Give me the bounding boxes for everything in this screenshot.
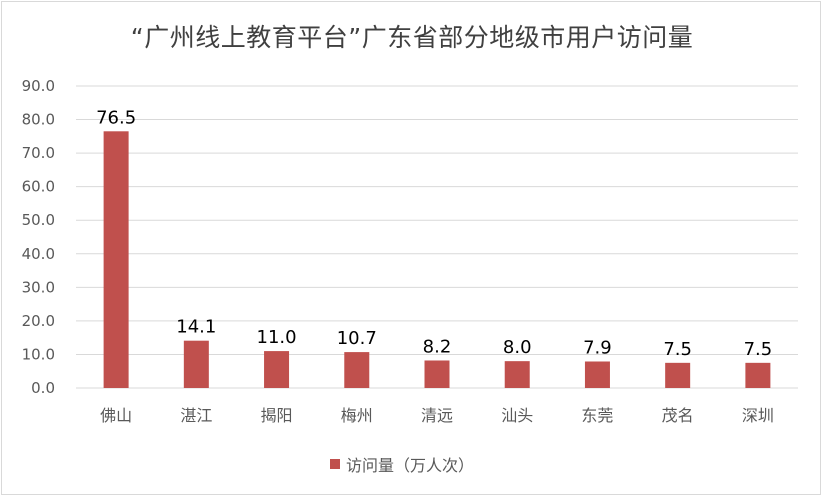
data-label: 76.5: [96, 107, 136, 128]
category-label: 东莞: [581, 406, 613, 425]
category-label: 深圳: [742, 406, 774, 425]
category-label: 清远: [421, 406, 453, 425]
category-label: 佛山: [100, 406, 132, 425]
legend-swatch: [330, 459, 340, 469]
chart-title: “广州线上教育平台”广东省部分地级市用户访问量: [130, 23, 694, 52]
bar: [504, 361, 530, 388]
data-label: 8.2: [423, 336, 452, 357]
data-label: 10.7: [337, 328, 377, 349]
y-tick-label: 80.0: [22, 111, 55, 129]
data-label: 7.9: [583, 337, 612, 358]
bar: [424, 360, 450, 388]
y-tick-label: 50.0: [22, 211, 55, 229]
category-label: 揭阳: [261, 406, 293, 425]
legend: 访问量（万人次）: [330, 452, 474, 476]
bar: [584, 361, 610, 388]
data-label: 8.0: [503, 337, 532, 358]
bar: [665, 362, 691, 388]
y-tick-label: 0.0: [31, 379, 55, 397]
category-label: 湛江: [180, 406, 212, 425]
category-label: 茂名: [662, 406, 694, 425]
legend-label: 访问量（万人次）: [346, 456, 475, 475]
bar: [103, 131, 129, 389]
bar: [183, 340, 209, 388]
category-label: 汕头: [501, 406, 533, 425]
data-label: 7.5: [663, 339, 692, 360]
y-tick-label: 40.0: [22, 245, 55, 263]
y-tick-label: 30.0: [22, 278, 55, 296]
data-label: 14.1: [176, 317, 216, 338]
bar: [745, 362, 771, 388]
data-label: 7.5: [744, 339, 773, 360]
y-tick-label: 70.0: [22, 144, 55, 162]
y-tick-label: 20.0: [22, 312, 55, 330]
bar: [344, 352, 370, 388]
bar: [264, 351, 290, 388]
data-label: 11.0: [257, 327, 297, 348]
y-tick-label: 10.0: [22, 345, 55, 363]
y-tick-label: 90.0: [22, 77, 55, 95]
y-tick-label: 60.0: [22, 178, 55, 196]
category-label: 梅州: [341, 406, 373, 425]
